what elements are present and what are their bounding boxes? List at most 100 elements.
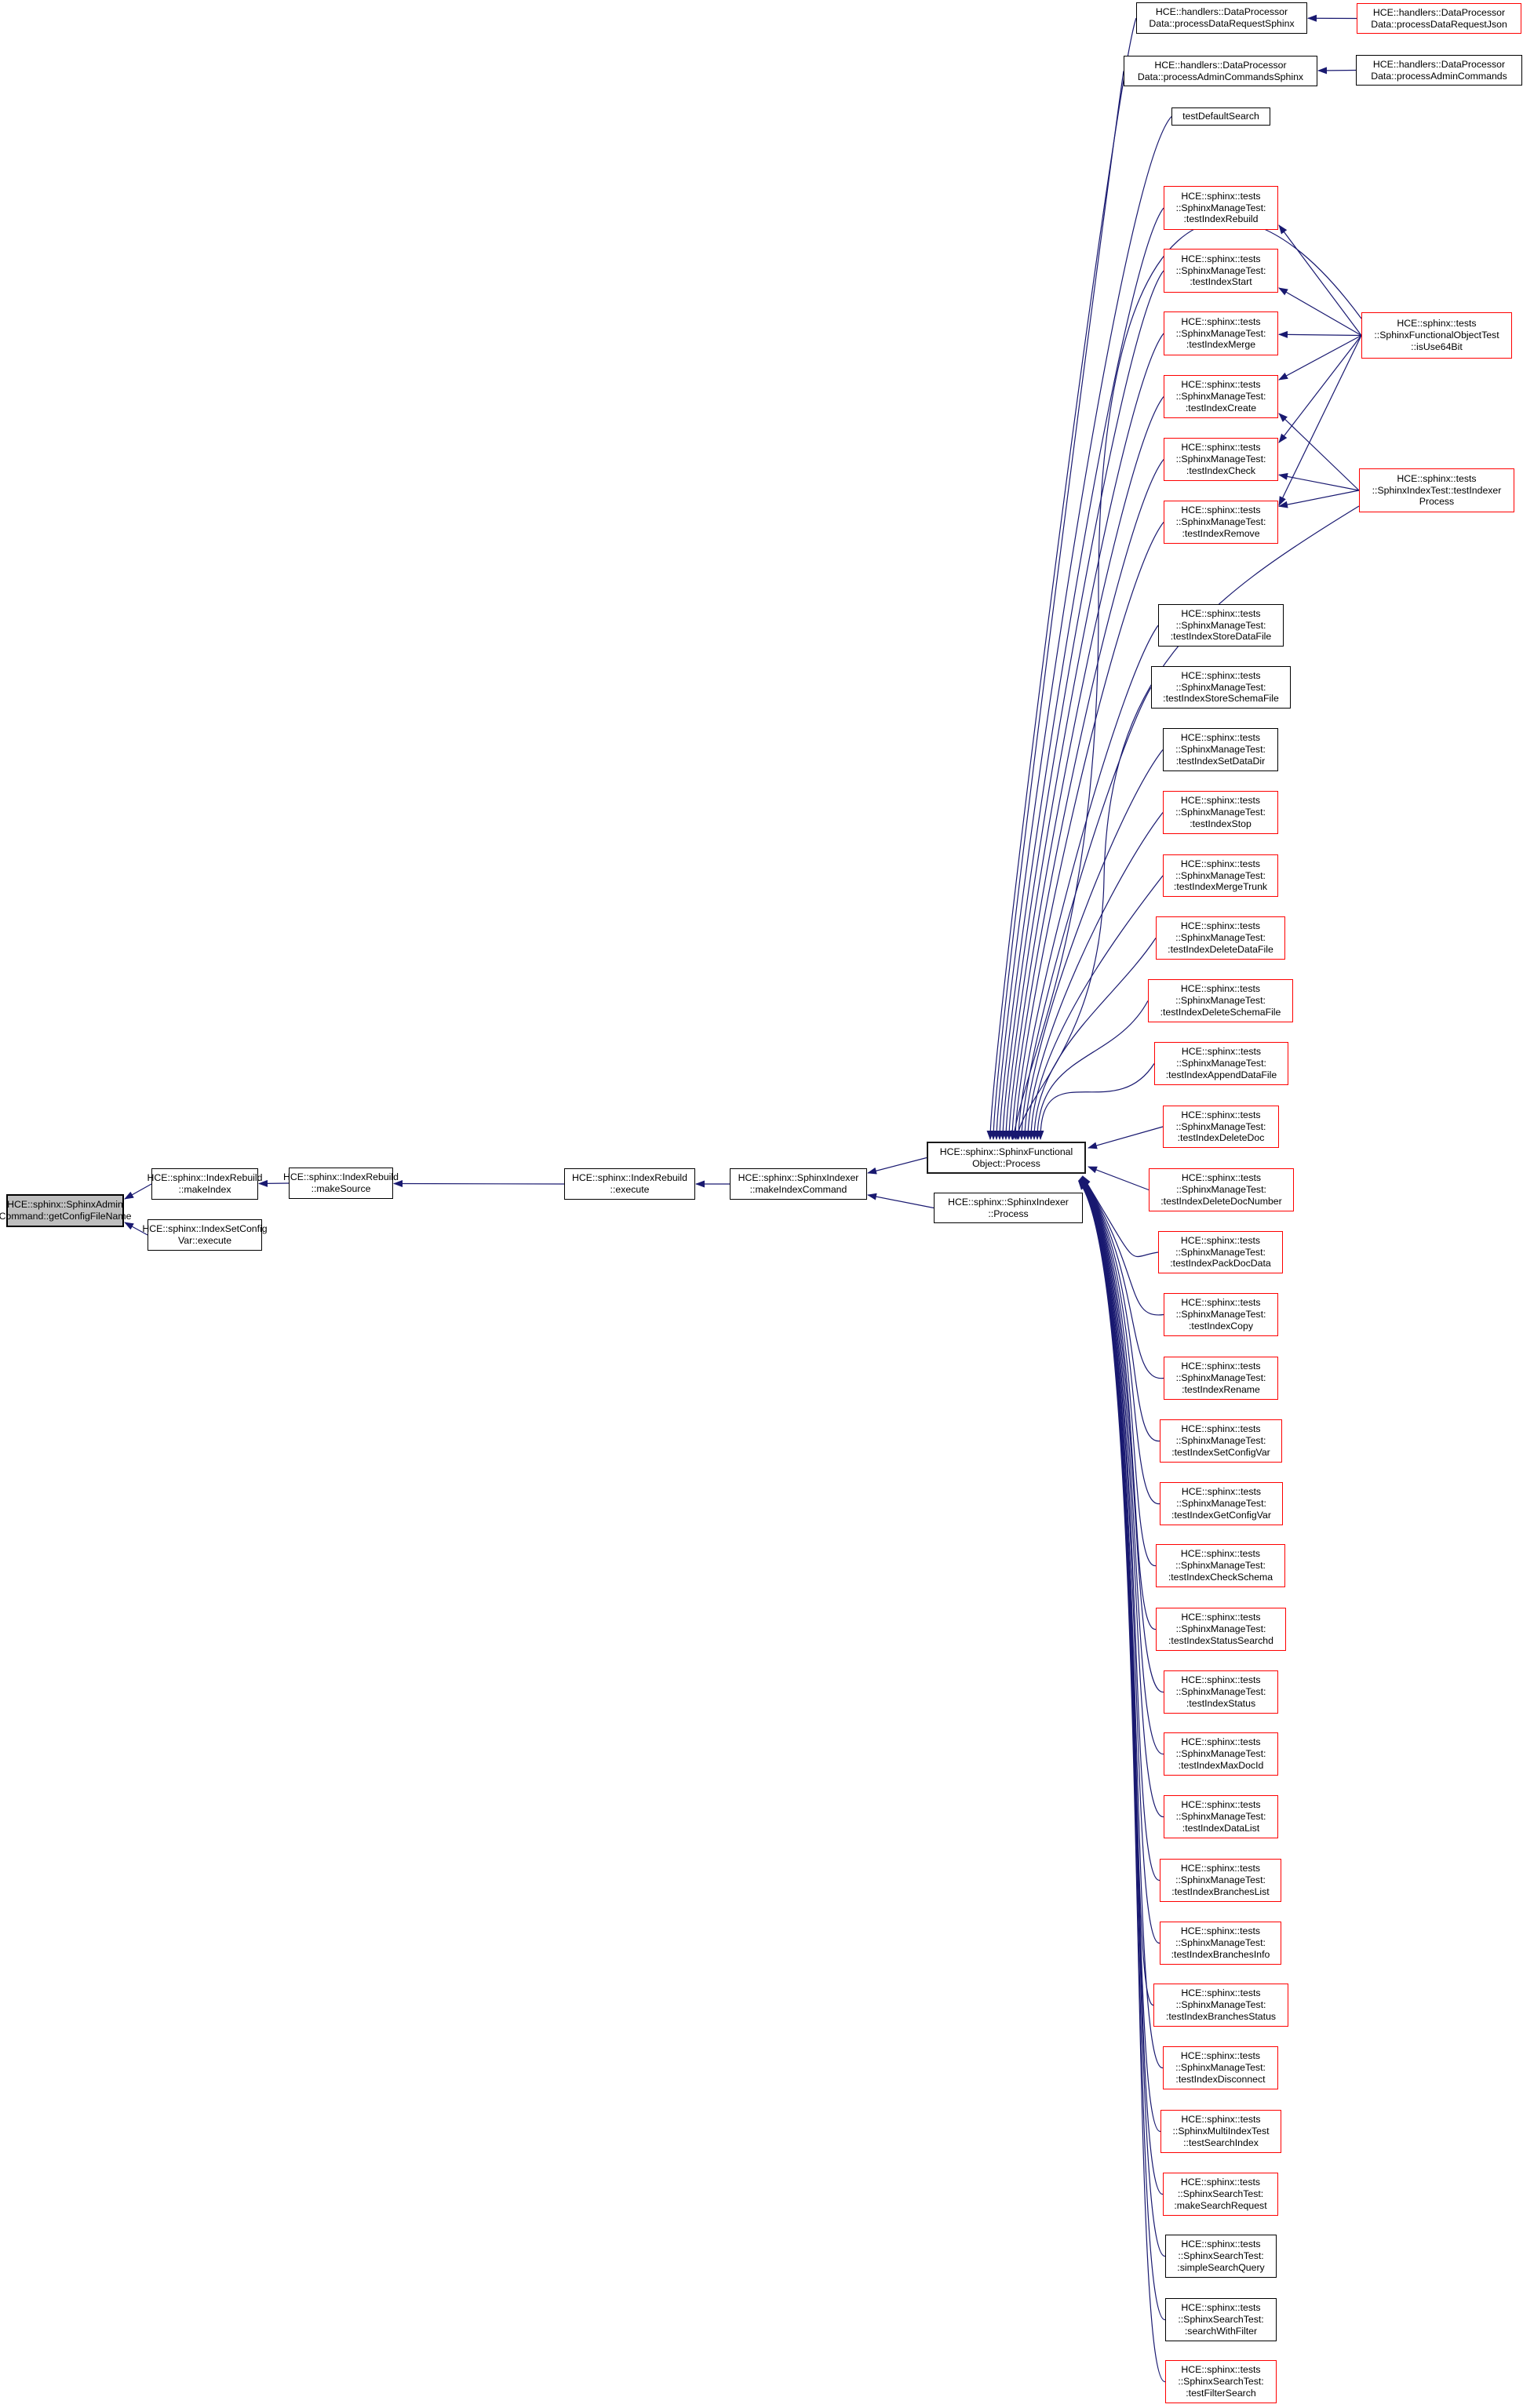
node-processAdminCommandsSphinx[interactable]: HCE::handlers::DataProcessor Data::proce… bbox=[1124, 56, 1317, 86]
edge-testIndexSetConfigVar-to-hub bbox=[1081, 1176, 1160, 1442]
node-testIndexDisconnect[interactable]: HCE::sphinx::tests ::SphinxManageTest: :… bbox=[1163, 2046, 1278, 2089]
node-testIndexDataList[interactable]: HCE::sphinx::tests ::SphinxManageTest: :… bbox=[1164, 1795, 1278, 1838]
node-testIndexStoreDataFile[interactable]: HCE::sphinx::tests ::SphinxManageTest: :… bbox=[1158, 604, 1284, 647]
graph-node-label: testDefaultSearch bbox=[1182, 111, 1259, 122]
node-testIndexDeleteDocNumber[interactable]: HCE::sphinx::tests ::SphinxManageTest: :… bbox=[1149, 1168, 1294, 1211]
graph-node-label: HCE::sphinx::tests ::SphinxManageTest: :… bbox=[1173, 858, 1268, 893]
node-testIndexGetConfigVar[interactable]: HCE::sphinx::tests ::SphinxManageTest: :… bbox=[1160, 1482, 1283, 1525]
node-testIndexCopy[interactable]: HCE::sphinx::tests ::SphinxManageTest: :… bbox=[1164, 1293, 1278, 1336]
node-testFilterSearch[interactable]: HCE::sphinx::tests ::SphinxSearchTest: :… bbox=[1165, 2360, 1277, 2403]
node-testIndexRemove[interactable]: HCE::sphinx::tests ::SphinxManageTest: :… bbox=[1164, 501, 1278, 544]
node-testIndexerProcess[interactable]: HCE::sphinx::tests ::SphinxIndexTest::te… bbox=[1359, 468, 1514, 512]
graph-node-label: HCE::sphinx::tests ::SphinxManageTest: :… bbox=[1168, 920, 1273, 955]
graph-node-label: HCE::sphinx::tests ::SphinxManageTest: :… bbox=[1171, 1423, 1270, 1458]
edge-simpleSearchQuery-to-hub bbox=[1078, 1179, 1166, 2257]
node-testIndexStatusSearchd[interactable]: HCE::sphinx::tests ::SphinxManageTest: :… bbox=[1156, 1608, 1286, 1651]
graph-node-label: HCE::sphinx::tests ::SphinxIndexTest::te… bbox=[1372, 472, 1502, 508]
edge-testIndexStoreDataFile-to-hub bbox=[1015, 625, 1159, 1140]
node-testIndexCheckSchema[interactable]: HCE::sphinx::tests ::SphinxManageTest: :… bbox=[1156, 1544, 1285, 1587]
node-makeIndex[interactable]: HCE::sphinx::IndexRebuild ::makeIndex bbox=[148, 1168, 262, 1200]
edge-isUse64Bit-to-testIndexStart bbox=[1278, 287, 1362, 337]
edge-testIndexRemove-to-hub bbox=[1011, 522, 1164, 1140]
node-testIndexDeleteDoc[interactable]: HCE::sphinx::tests ::SphinxManageTest: :… bbox=[1163, 1106, 1279, 1148]
graph-node-label: HCE::sphinx::SphinxIndexer ::makeIndexCo… bbox=[738, 1172, 859, 1195]
graph-node-label: HCE::sphinx::IndexSetConfig Var::execute bbox=[142, 1223, 268, 1246]
graph-node-label: HCE::sphinx::IndexRebuild ::makeIndex bbox=[147, 1172, 263, 1195]
edge-testDefaultSearch-to-hub bbox=[993, 116, 1172, 1140]
node-testIndexSetDataDir[interactable]: HCE::sphinx::tests ::SphinxManageTest: :… bbox=[1163, 728, 1278, 771]
node-indexerProcess[interactable]: HCE::sphinx::SphinxIndexer ::Process bbox=[934, 1193, 1083, 1223]
graph-node-label: HCE::sphinx::tests ::SphinxManageTest: :… bbox=[1175, 315, 1266, 351]
node-testIndexBranchesStatus[interactable]: HCE::sphinx::tests ::SphinxManageTest: :… bbox=[1153, 1984, 1288, 2027]
edge-processAdminCommandsSphinx-to-hub bbox=[989, 71, 1124, 1140]
edge-testIndexStatus-to-hub bbox=[1080, 1177, 1164, 1693]
edge-testIndexerProcess-to-testIndexCreate bbox=[1278, 413, 1360, 491]
edge-testIndexRebuild-to-hub bbox=[996, 207, 1164, 1140]
node-isUse64Bit[interactable]: HCE::sphinx::tests ::SphinxFunctionalObj… bbox=[1361, 312, 1512, 359]
node-testIndexMaxDocId[interactable]: HCE::sphinx::tests ::SphinxManageTest: :… bbox=[1164, 1732, 1278, 1776]
node-testIndexCreate[interactable]: HCE::sphinx::tests ::SphinxManageTest: :… bbox=[1164, 375, 1278, 418]
edge-hub-to-makeIndexCommand bbox=[867, 1157, 927, 1175]
edge-testIndexPackDocData-to-hub bbox=[1082, 1175, 1159, 1258]
edge-makeSource-to-makeIndex bbox=[258, 1179, 290, 1187]
node-testIndexStop[interactable]: HCE::sphinx::tests ::SphinxManageTest: :… bbox=[1163, 791, 1278, 834]
node-testIndexStoreSchemaFile[interactable]: HCE::sphinx::tests ::SphinxManageTest: :… bbox=[1151, 666, 1291, 709]
graph-node-label: HCE::sphinx::tests ::SphinxFunctionalObj… bbox=[1374, 318, 1499, 352]
edge-testIndexerProcess-to-testIndexCheck bbox=[1278, 472, 1360, 491]
node-testIndexDeleteDataFile[interactable]: HCE::sphinx::tests ::SphinxManageTest: :… bbox=[1156, 916, 1285, 960]
graph-node-label: HCE::sphinx::tests ::SphinxManageTest: :… bbox=[1168, 1612, 1273, 1646]
graph-node-label: HCE::sphinx::tests ::SphinxManageTest: :… bbox=[1175, 732, 1266, 767]
graph-node-label: HCE::sphinx::SphinxFunctional Object::Pr… bbox=[939, 1146, 1073, 1169]
graph-node-label: HCE::sphinx::IndexRebuild ::execute bbox=[572, 1172, 687, 1195]
node-processDataRequestJson[interactable]: HCE::handlers::DataProcessor Data::proce… bbox=[1357, 3, 1521, 34]
graph-node-label: HCE::sphinx::tests ::SphinxManageTest: :… bbox=[1163, 669, 1279, 705]
edge-testIndexCheckSchema-to-hub bbox=[1080, 1176, 1157, 1567]
node-makeSource[interactable]: HCE::sphinx::IndexRebuild ::makeSource bbox=[283, 1168, 399, 1199]
node-processDataRequestSphinx[interactable]: HCE::handlers::DataProcessor Data::proce… bbox=[1136, 2, 1307, 34]
node-testIndexRename[interactable]: HCE::sphinx::tests ::SphinxManageTest: :… bbox=[1164, 1357, 1278, 1400]
edge-searchWithFilter-to-hub bbox=[1078, 1180, 1166, 2321]
edge-processDataRequestSphinx-to-hub bbox=[986, 17, 1137, 1140]
graph-node-label: HCE::sphinx::tests ::SphinxSearchTest: :… bbox=[1177, 2239, 1265, 2273]
edge-isUse64Bit-to-testIndexCheck bbox=[1278, 335, 1362, 443]
graph-node-label: HCE::sphinx::tests ::SphinxManageTest: :… bbox=[1171, 1486, 1271, 1521]
node-testIndexBranchesInfo[interactable]: HCE::sphinx::tests ::SphinxManageTest: :… bbox=[1160, 1922, 1281, 1965]
graph-node-label: HCE::handlers::DataProcessor Data::proce… bbox=[1371, 58, 1507, 82]
graph-node-label: HCE::handlers::DataProcessor Data::proce… bbox=[1137, 59, 1304, 82]
edge-makeIndex-to-getConfigFileName bbox=[124, 1183, 152, 1200]
node-hub[interactable]: HCE::sphinx::SphinxFunctional Object::Pr… bbox=[927, 1142, 1086, 1174]
node-processAdminCommands[interactable]: HCE::handlers::DataProcessor Data::proce… bbox=[1356, 55, 1522, 86]
node-indexSetConfigVarExecute[interactable]: HCE::sphinx::IndexSetConfig Var::execute bbox=[142, 1219, 268, 1251]
node-testIndexPackDocData[interactable]: HCE::sphinx::tests ::SphinxManageTest: :… bbox=[1158, 1231, 1283, 1273]
node-getConfigFileName[interactable]: HCE::sphinx::SphinxAdmin Command::getCon… bbox=[0, 1194, 131, 1227]
node-testIndexMerge[interactable]: HCE::sphinx::tests ::SphinxManageTest: :… bbox=[1164, 311, 1278, 355]
edge-testIndexRename-to-hub bbox=[1081, 1175, 1164, 1379]
node-testDefaultSearch[interactable]: testDefaultSearch bbox=[1171, 107, 1270, 126]
node-testIndexRebuild[interactable]: HCE::sphinx::tests ::SphinxManageTest: :… bbox=[1164, 186, 1278, 230]
edge-indexSetConfigVarExecute-to-getConfigFileName bbox=[124, 1222, 148, 1236]
graph-node-label: HCE::sphinx::tests ::SphinxManageTest: :… bbox=[1175, 1361, 1266, 1395]
edge-testIndexAppendDataFile-to-hub bbox=[1037, 1063, 1155, 1140]
graph-node-label: HCE::sphinx::tests ::SphinxManageTest: :… bbox=[1171, 1925, 1270, 1960]
node-testSearchIndex[interactable]: HCE::sphinx::tests ::SphinxMultiIndexTes… bbox=[1160, 2110, 1281, 2153]
node-makeIndexCommand[interactable]: HCE::sphinx::SphinxIndexer ::makeIndexCo… bbox=[730, 1168, 867, 1200]
node-testIndexMergeTrunk[interactable]: HCE::sphinx::tests ::SphinxManageTest: :… bbox=[1163, 854, 1278, 897]
edge-testIndexDisconnect-to-hub bbox=[1079, 1178, 1164, 2069]
node-testIndexStatus[interactable]: HCE::sphinx::tests ::SphinxManageTest: :… bbox=[1164, 1670, 1278, 1714]
graph-node-label: HCE::sphinx::tests ::SphinxManageTest: :… bbox=[1175, 1297, 1266, 1332]
edge-testIndexStoreSchemaFile-to-hub bbox=[1018, 687, 1152, 1140]
node-simpleSearchQuery[interactable]: HCE::sphinx::tests ::SphinxSearchTest: :… bbox=[1165, 2235, 1277, 2278]
node-execute[interactable]: HCE::sphinx::IndexRebuild ::execute bbox=[564, 1168, 695, 1200]
graph-node-label: HCE::sphinx::tests ::SphinxManageTest: :… bbox=[1160, 983, 1281, 1018]
node-testIndexAppendDataFile[interactable]: HCE::sphinx::tests ::SphinxManageTest: :… bbox=[1154, 1042, 1288, 1085]
node-testIndexSetConfigVar[interactable]: HCE::sphinx::tests ::SphinxManageTest: :… bbox=[1160, 1419, 1282, 1463]
node-testIndexDeleteSchemaFile[interactable]: HCE::sphinx::tests ::SphinxManageTest: :… bbox=[1148, 979, 1293, 1022]
node-testIndexCheck[interactable]: HCE::sphinx::tests ::SphinxManageTest: :… bbox=[1164, 438, 1278, 481]
graph-node-label: HCE::sphinx::tests ::SphinxManageTest: :… bbox=[1170, 607, 1272, 643]
node-makeSearchRequest[interactable]: HCE::sphinx::tests ::SphinxSearchTest: :… bbox=[1163, 2173, 1278, 2216]
node-testIndexStart[interactable]: HCE::sphinx::tests ::SphinxManageTest: :… bbox=[1164, 249, 1278, 293]
node-searchWithFilter[interactable]: HCE::sphinx::tests ::SphinxSearchTest: :… bbox=[1165, 2298, 1277, 2341]
node-testIndexBranchesList[interactable]: HCE::sphinx::tests ::SphinxManageTest: :… bbox=[1160, 1859, 1281, 1902]
